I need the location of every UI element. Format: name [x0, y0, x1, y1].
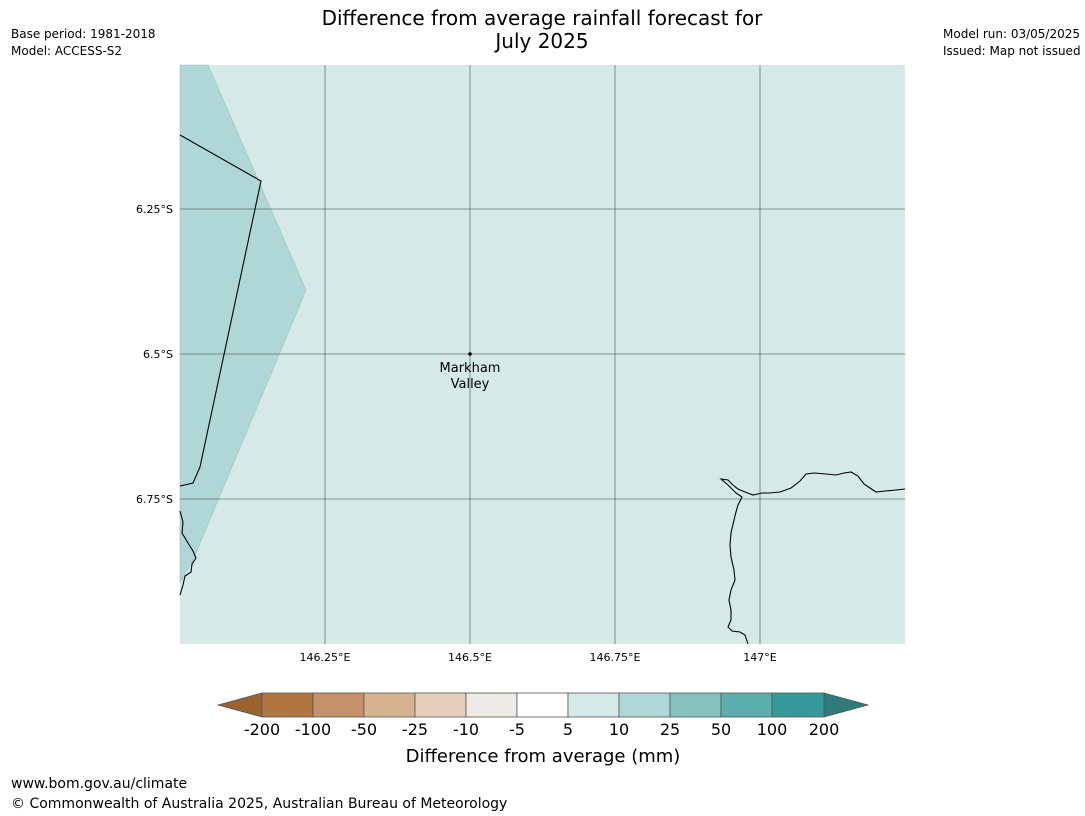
markham-valley-marker: [468, 352, 472, 356]
forecast-region-10-25mm: [179, 64, 307, 584]
colorbar-tick-label: 10: [609, 720, 629, 739]
colorbar-segment: [567, 692, 620, 718]
map-metadata-left: Base period: 1981-2018 Model: ACCESS-S2: [11, 26, 156, 60]
colorbar-tick-label: -50: [351, 720, 377, 739]
map-title: Difference from average rainfall forecas…: [242, 7, 842, 53]
colorbar-segment: [363, 692, 416, 718]
colorbar-tick-label: 200: [809, 720, 840, 739]
latitude-label: 6.25°S: [136, 203, 173, 216]
model-text: Model: ACCESS-S2: [11, 44, 123, 58]
colorbar-tick-label: -5: [509, 720, 525, 739]
longitude-label: 146.5°E: [448, 651, 492, 664]
colorbar-segment: [618, 692, 671, 718]
colorbar-segment: [261, 692, 314, 718]
colorbar-tick-labels: -200 -100 -50 -25 -10 -5 5 10 25 50 100 …: [244, 720, 839, 739]
colorbar-segment: [516, 692, 569, 718]
place-label-line-1: Markham: [440, 361, 501, 376]
colorbar-segment: [312, 692, 365, 718]
map-panel: Markham Valley: [179, 64, 906, 645]
colorbar-tick-label: 50: [711, 720, 731, 739]
latitude-label: 6.5°S: [143, 348, 173, 361]
map-metadata-right: Model run: 03/05/2025 Issued: Map not is…: [943, 26, 1081, 60]
latitude-labels: 6.25°S 6.5°S 6.75°S: [136, 203, 173, 506]
colorbar-segment: [771, 692, 825, 718]
longitude-label: 146.75°E: [590, 651, 641, 664]
base-period-text: Base period: 1981-2018: [11, 27, 156, 41]
colorbar-high-extension: [823, 692, 870, 718]
colorbar-segment: [720, 692, 773, 718]
colorbar: -200 -100 -50 -25 -10 -5 5 10 25 50 100 …: [216, 692, 870, 767]
title-line-1: Difference from average rainfall forecas…: [321, 6, 763, 30]
colorbar-tick-label: 5: [563, 720, 573, 739]
coastline-east: [719, 471, 906, 645]
longitude-label: 147°E: [743, 651, 776, 664]
title-line-2: July 2025: [495, 29, 589, 53]
colorbar-tick-label: -100: [295, 720, 331, 739]
issued-text: Issued: Map not issued: [943, 44, 1081, 58]
map-background: [180, 65, 905, 644]
longitude-labels: 146.25°E 146.5°E 146.75°E 147°E: [300, 651, 777, 664]
colorbar-segment: [669, 692, 722, 718]
place-label-line-2: Valley: [451, 377, 490, 392]
colorbar-tick-label: 100: [757, 720, 788, 739]
footer: www.bom.gov.au/climate © Commonwealth of…: [11, 774, 507, 814]
latitude-label: 6.75°S: [136, 493, 173, 506]
province-boundary: [179, 134, 262, 487]
colorbar-tick-label: -25: [402, 720, 428, 739]
longitude-label: 146.25°E: [300, 651, 351, 664]
copyright-text: © Commonwealth of Australia 2025, Austra…: [11, 796, 508, 812]
colorbar-segment: [465, 692, 518, 718]
model-run-text: Model run: 03/05/2025: [943, 27, 1081, 41]
colorbar-tick-label: -200: [244, 720, 280, 739]
source-url: www.bom.gov.au/climate: [11, 776, 188, 792]
colorbar-segment: [414, 692, 467, 718]
colorbar-low-extension: [216, 692, 263, 718]
colorbar-tick-label: 25: [660, 720, 680, 739]
colorbar-title: Difference from average (mm): [406, 746, 681, 767]
colorbar-tick-label: -10: [453, 720, 479, 739]
coastline-west: [179, 510, 197, 596]
